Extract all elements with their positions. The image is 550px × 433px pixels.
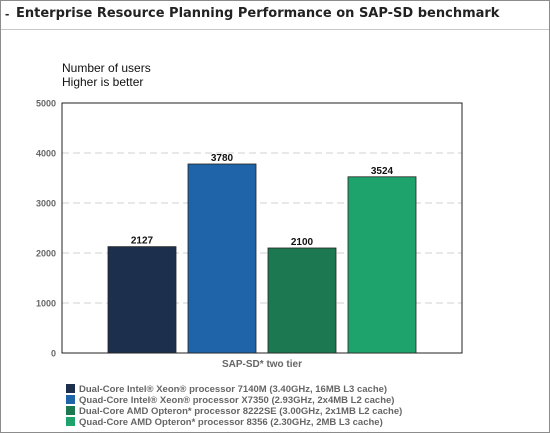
data-label: 3780 xyxy=(211,153,234,164)
bar xyxy=(347,176,417,354)
legend-swatch xyxy=(66,406,75,415)
y-tick-label: 3000 xyxy=(36,199,56,209)
legend-item: Quad-Core Intel® Xeon® processor X7350 (… xyxy=(66,395,402,406)
plot-border xyxy=(61,102,463,354)
data-label: 3524 xyxy=(371,166,394,177)
legend-label: Quad-Core Intel® Xeon® processor X7350 (… xyxy=(79,395,395,406)
legend-item: Quad-Core AMD Opteron* processor 8356 (2… xyxy=(66,417,402,428)
title-bar: - Enterprise Resource Planning Performan… xyxy=(1,1,549,30)
x-axis-label: SAP-SD* two tier xyxy=(222,359,302,370)
legend-label: Dual-Core Intel® Xeon® processor 7140M (… xyxy=(79,384,388,395)
title-dash: - xyxy=(5,6,10,21)
legend-swatch xyxy=(66,395,75,404)
y-tick-label: 2000 xyxy=(36,249,56,259)
bar xyxy=(107,246,177,354)
bar xyxy=(187,163,257,354)
data-label: 2127 xyxy=(131,236,154,247)
higher-better-note: Higher is better xyxy=(62,75,144,89)
legend-item: Dual-Core Intel® Xeon® processor 7140M (… xyxy=(66,384,402,395)
y-tick-label: 1000 xyxy=(36,299,56,309)
legend-swatch xyxy=(66,417,75,426)
y-tick-label: 0 xyxy=(51,349,56,359)
data-label: 2100 xyxy=(291,237,314,248)
legend-label: Quad-Core AMD Opteron* processor 8356 (2… xyxy=(79,417,383,428)
chart-legend: Dual-Core Intel® Xeon® processor 7140M (… xyxy=(66,384,402,428)
chart-title: Enterprise Resource Planning Performance… xyxy=(16,6,500,21)
legend-item: Dual-Core AMD Opteron* processor 8222SE … xyxy=(66,406,402,417)
legend-swatch xyxy=(66,384,75,393)
legend-label: Dual-Core AMD Opteron* processor 8222SE … xyxy=(79,406,403,417)
y-units-note: Number of users xyxy=(62,61,151,75)
bar xyxy=(267,247,337,354)
y-tick-label: 4000 xyxy=(36,149,56,159)
y-tick-label: 5000 xyxy=(36,99,56,109)
